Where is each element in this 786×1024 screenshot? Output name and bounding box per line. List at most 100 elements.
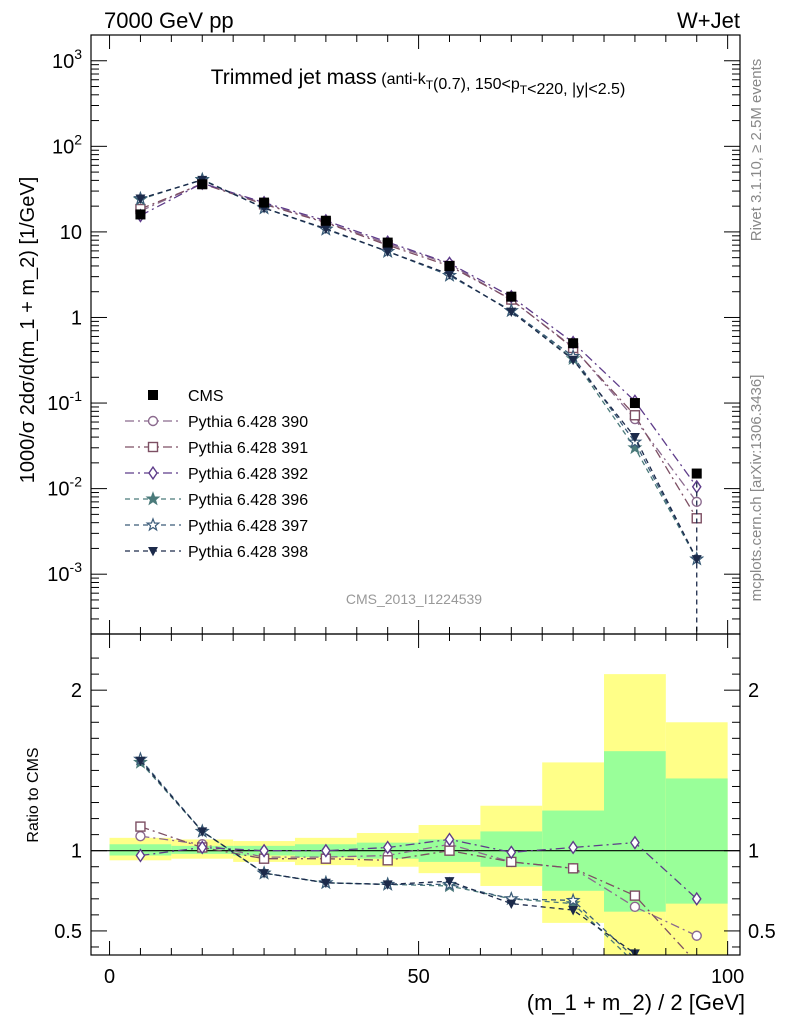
y-tick-label-ratio-left: 2 (71, 680, 82, 702)
ratio-series-point (320, 843, 331, 858)
y-tick-label-ratio-right: 0.5 (748, 921, 776, 943)
ratio-series-point (135, 831, 146, 842)
x-tick-label: 100 (711, 966, 744, 988)
data-point (259, 197, 270, 208)
ratio-series-point (382, 880, 393, 890)
band-1sigma (665, 778, 728, 904)
y-tick-label-main: 1 (71, 307, 82, 329)
mcplots-label: mcplots.cern.ch [arXiv:1306.3436] (748, 375, 765, 602)
y-tick-label-main: 10 (60, 222, 82, 244)
ratio-series-line (139, 758, 633, 955)
legend-label: Pythia 6.428 392 (188, 466, 308, 483)
ratio-series-point (135, 756, 146, 767)
ratio-series-point (135, 848, 146, 863)
main-series-point (629, 410, 641, 421)
legend: CMS Pythia 6.428 390 Pythia 6.428 391 Pythi… (125, 388, 308, 561)
ratio-series-point (444, 845, 455, 856)
ratio-series-point (629, 890, 641, 901)
main-data-points (135, 179, 702, 479)
title-detail-part: (anti-k (381, 71, 426, 88)
ratio-series-point (259, 843, 269, 858)
title-main: Trimmed jet mass (211, 66, 377, 89)
ratio-series-line (140, 838, 698, 900)
process-label: W+Jet (677, 8, 740, 33)
energy-label: 7000 GeV pp (104, 8, 234, 33)
legend-marker (147, 415, 159, 427)
svg-text:Trimmed jet mass (anti-kT(: Trimmed jet mass (anti-kT(0.7), 150<pT<2… (211, 66, 626, 98)
x-tick-label: 0 (104, 966, 115, 988)
ratio-panel-frame (90, 633, 741, 956)
legend-label: Pythia 6.428 397 (188, 518, 308, 535)
ratio-series-point (135, 821, 146, 832)
ratio-series-point (691, 891, 702, 906)
legend-entry-1: Pythia 6.428 390 (125, 414, 308, 431)
ratio-series-point (565, 892, 581, 907)
main-series-point (444, 270, 455, 280)
ratio-series-line (140, 835, 697, 937)
legend-marker (147, 441, 159, 453)
title-detail-part: <220, |y|<2.5) (527, 81, 625, 98)
legend-label: Pythia 6.428 396 (188, 492, 308, 509)
ratio-series-point (506, 845, 517, 860)
legend-entry-data: CMS (148, 388, 224, 405)
main-series-point (568, 355, 579, 366)
x-axis-label: (m_1 + m_2) / 2 [GeV] (527, 990, 745, 1015)
y-axis-label-ratio: Ratio to CMS (25, 747, 42, 842)
main-series-point (135, 194, 146, 205)
band-1sigma (604, 751, 666, 912)
data-point (568, 338, 579, 349)
data-point (444, 260, 455, 271)
analysis-watermark: CMS_2013_I1224539 (346, 591, 482, 607)
main-series-point (506, 307, 517, 318)
legend-marker (145, 517, 161, 532)
y-tick-label-main: 10-2 (47, 474, 82, 501)
y-tick-label-main: 103 (52, 46, 82, 73)
ratio-curves-layer (133, 751, 702, 955)
ratio-series-line (140, 825, 691, 955)
ratio-series-point (506, 899, 517, 910)
legend-entry-2: Pythia 6.428 391 (125, 440, 308, 457)
main-series-line (140, 182, 698, 488)
ratio-series-point (630, 835, 640, 850)
ratio-series-point (197, 840, 208, 855)
ratio-series-point (259, 869, 270, 879)
ratio-series-point (444, 877, 455, 887)
main-series-point (629, 433, 640, 443)
legend-entry-4: Pythia 6.428 396 (125, 491, 308, 509)
ratio-series-point (568, 840, 579, 855)
legend-entry-3: Pythia 6.428 392 (125, 465, 308, 483)
rivet-version-label: Rivet 3.1.10, ≥ 2.5M events (748, 59, 765, 242)
main-series-point (320, 224, 331, 235)
legend-label: Pythia 6.428 398 (188, 544, 308, 561)
ratio-series-6 (135, 756, 640, 955)
ratio-series-point (444, 832, 455, 847)
legend-label: Pythia 6.428 391 (188, 440, 308, 457)
ratio-series-point (691, 930, 702, 941)
legend-label: CMS (188, 388, 224, 405)
ratio-series-point (320, 878, 331, 889)
legend-marker (148, 465, 158, 481)
data-point (691, 468, 702, 479)
data-point (629, 398, 640, 409)
y-tick-label-ratio-right: 1 (748, 841, 759, 863)
ratio-series-point (382, 855, 393, 866)
title-detail-part: T (520, 83, 528, 97)
data-point (320, 215, 331, 226)
main-bands-layer (132, 171, 705, 634)
main-series-line (140, 178, 698, 560)
ratio-series-3 (135, 832, 702, 906)
ratio-series-line (139, 761, 628, 955)
x-tick-label: 50 (407, 966, 429, 988)
title-detail-part: (0.7), 150<p (433, 76, 520, 93)
legend-label: Pythia 6.428 390 (188, 414, 308, 431)
main-series-point (382, 247, 393, 257)
ratio-series-point (629, 901, 641, 913)
ratio-series-point (382, 840, 393, 855)
data-point (382, 237, 393, 248)
main-series-1 (135, 178, 702, 508)
legend-entry-5: Pythia 6.428 397 (125, 517, 308, 535)
ratio-series-point (197, 827, 208, 837)
data-point (197, 179, 208, 190)
